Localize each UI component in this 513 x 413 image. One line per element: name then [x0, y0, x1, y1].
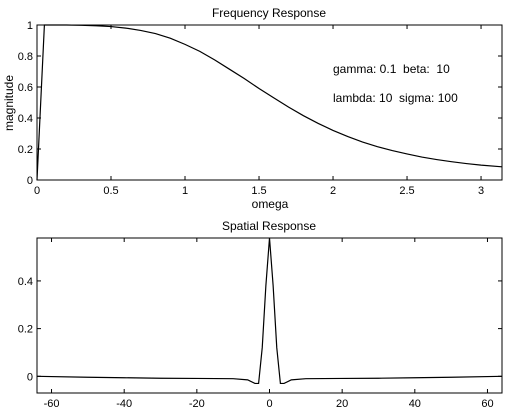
x-tick-label: 60	[481, 398, 493, 410]
annotation-lambda-sigma: lambda: 10 sigma: 100	[333, 91, 458, 105]
frequency-response-chart: Frequency Response 0 0.5 1 1.5 2 2.5 3 0 0.2 0.4…	[2, 6, 503, 211]
x-tick-label: 1.5	[251, 185, 266, 197]
x-tick-label: -40	[116, 398, 132, 410]
annotation-gamma-beta: gamma: 0.1 beta: 10	[333, 62, 450, 76]
chart-title: Spatial Response	[222, 219, 316, 233]
plot-frame	[36, 237, 503, 394]
series-line	[36, 237, 503, 385]
y-tick-label: 0	[27, 371, 33, 383]
plot-frame	[36, 24, 503, 181]
series-line	[36, 24, 503, 181]
chart-title: Frequency Response	[212, 6, 326, 20]
x-tick-label: 2.5	[399, 185, 414, 197]
x-tick-label: -20	[189, 398, 205, 410]
y-tick-label: 1	[27, 20, 33, 32]
x-tick-label: 0.5	[103, 185, 118, 197]
spatial-response-chart: Spatial Response -60 -40 -20 0 20 40 60 0 0.2 0.…	[18, 219, 503, 410]
y-tick-label: 0.2	[18, 144, 33, 156]
x-tick-label: -60	[44, 398, 60, 410]
x-tick-label: 3	[478, 185, 484, 197]
x-tick-label: 40	[409, 398, 421, 410]
y-ticks: 0 0.2 0.4 0.6 0.8 1	[18, 20, 502, 187]
x-tick-label: 2	[330, 185, 336, 197]
y-tick-label: 0.4	[18, 276, 33, 288]
y-tick-label: 0.4	[18, 113, 33, 125]
x-tick-label: 20	[336, 398, 348, 410]
y-tick-label: 0	[27, 175, 33, 187]
x-tick-label: 0	[34, 185, 40, 197]
y-tick-label: 0.8	[18, 51, 33, 63]
y-tick-label: 0.2	[18, 324, 33, 336]
x-tick-label: 0	[266, 398, 272, 410]
y-axis-label: magnitude	[2, 75, 16, 131]
x-ticks: -60 -40 -20 0 20 40 60	[44, 238, 494, 410]
x-ticks: 0 0.5 1 1.5 2 2.5 3	[34, 25, 484, 197]
y-tick-label: 0.6	[18, 82, 33, 94]
x-axis-label: omega	[252, 197, 289, 211]
x-tick-label: 1	[182, 185, 188, 197]
